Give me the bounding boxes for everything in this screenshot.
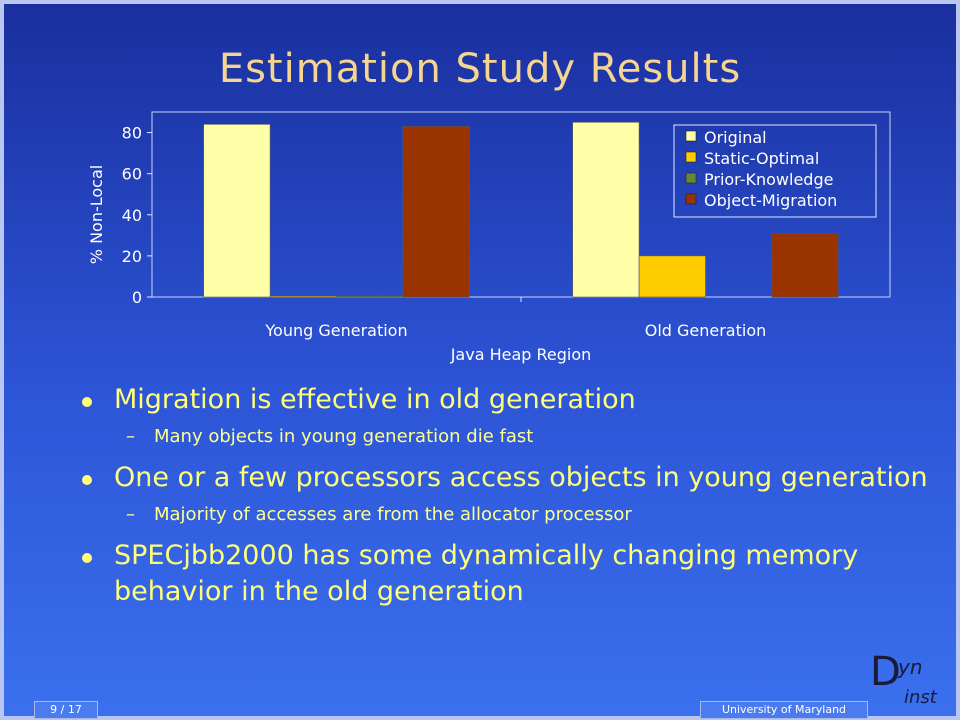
institution-label: University of Maryland bbox=[700, 701, 868, 719]
sub-bullet-item: – Many objects in young generation die fa… bbox=[82, 424, 942, 450]
slide-title: Estimation Study Results bbox=[218, 46, 742, 92]
legend-label: Object-Migration bbox=[704, 191, 837, 210]
bar bbox=[572, 121, 640, 298]
logo-bottom: inst bbox=[904, 687, 937, 708]
bar bbox=[203, 124, 271, 298]
logo-letter: D bbox=[870, 649, 901, 695]
legend-box bbox=[673, 124, 877, 218]
y-tick-label: 80 bbox=[122, 124, 142, 143]
legend-swatch bbox=[685, 151, 697, 163]
legend-label: Prior-Knowledge bbox=[704, 170, 833, 189]
legend-label: Static-Optimal bbox=[704, 149, 819, 168]
bullet-text: One or a few processors access objects i… bbox=[114, 462, 928, 493]
y-axis-label: % Non-Local bbox=[87, 165, 106, 264]
x-axis-label: Java Heap Region bbox=[450, 345, 592, 364]
legend-swatch bbox=[685, 130, 697, 142]
bullet-list: Migration is effective in old generation… bbox=[82, 382, 942, 614]
y-tick-label: 40 bbox=[122, 206, 142, 225]
bullet-text: Migration is effective in old generation bbox=[114, 384, 636, 415]
bullet-dot-icon bbox=[82, 397, 92, 407]
logo-top: yn bbox=[898, 655, 923, 679]
bar bbox=[402, 126, 470, 298]
y-tick-label: 0 bbox=[132, 288, 142, 307]
bar-chart: 0 20 40 60 80 Young Generation Old Generation J… bbox=[87, 111, 891, 364]
sub-bullet-item: – Majority of accesses are from the alloc… bbox=[82, 502, 942, 528]
page-number: 9 / 17 bbox=[34, 701, 98, 719]
x-category-label: Young Generation bbox=[264, 321, 407, 340]
x-category-label: Old Generation bbox=[645, 321, 767, 340]
dash-icon: – bbox=[126, 504, 135, 525]
bullet-text: SPECjbb2000 has some dynamically changin… bbox=[114, 540, 859, 607]
bar bbox=[638, 255, 706, 298]
bullet-dot-icon bbox=[82, 553, 92, 563]
y-tick-label: 60 bbox=[122, 165, 142, 184]
bullet-item: Migration is effective in old generation bbox=[82, 382, 942, 418]
bar bbox=[269, 295, 337, 298]
legend-swatch bbox=[685, 193, 697, 205]
y-tick-label: 20 bbox=[122, 247, 142, 266]
bullet-item: One or a few processors access objects i… bbox=[82, 460, 942, 496]
legend-swatch bbox=[685, 172, 697, 184]
sub-bullet-text: Many objects in young generation die fas… bbox=[154, 426, 534, 447]
bar bbox=[336, 295, 404, 298]
bullet-item: SPECjbb2000 has some dynamically changin… bbox=[82, 538, 942, 610]
legend-label: Original bbox=[704, 128, 767, 147]
sub-bullet-text: Majority of accesses are from the alloca… bbox=[154, 504, 632, 525]
bar bbox=[771, 232, 839, 298]
bullet-dot-icon bbox=[82, 475, 92, 485]
dash-icon: – bbox=[126, 426, 135, 447]
dyninst-logo: D yn inst bbox=[868, 649, 956, 719]
